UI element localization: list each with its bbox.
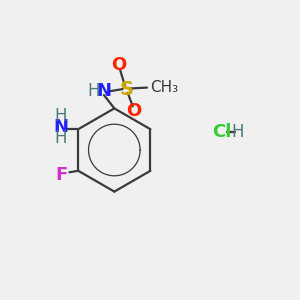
- Text: H: H: [231, 123, 244, 141]
- Text: CH₃: CH₃: [150, 80, 178, 95]
- Text: F: F: [56, 166, 68, 184]
- Text: H: H: [54, 129, 67, 147]
- Text: Cl: Cl: [212, 123, 231, 141]
- Text: O: O: [111, 56, 126, 74]
- Text: O: O: [126, 102, 141, 120]
- Text: H: H: [87, 82, 100, 100]
- Text: N: N: [53, 118, 68, 136]
- Text: H: H: [54, 106, 67, 124]
- Text: N: N: [96, 82, 111, 100]
- Text: S: S: [119, 80, 133, 99]
